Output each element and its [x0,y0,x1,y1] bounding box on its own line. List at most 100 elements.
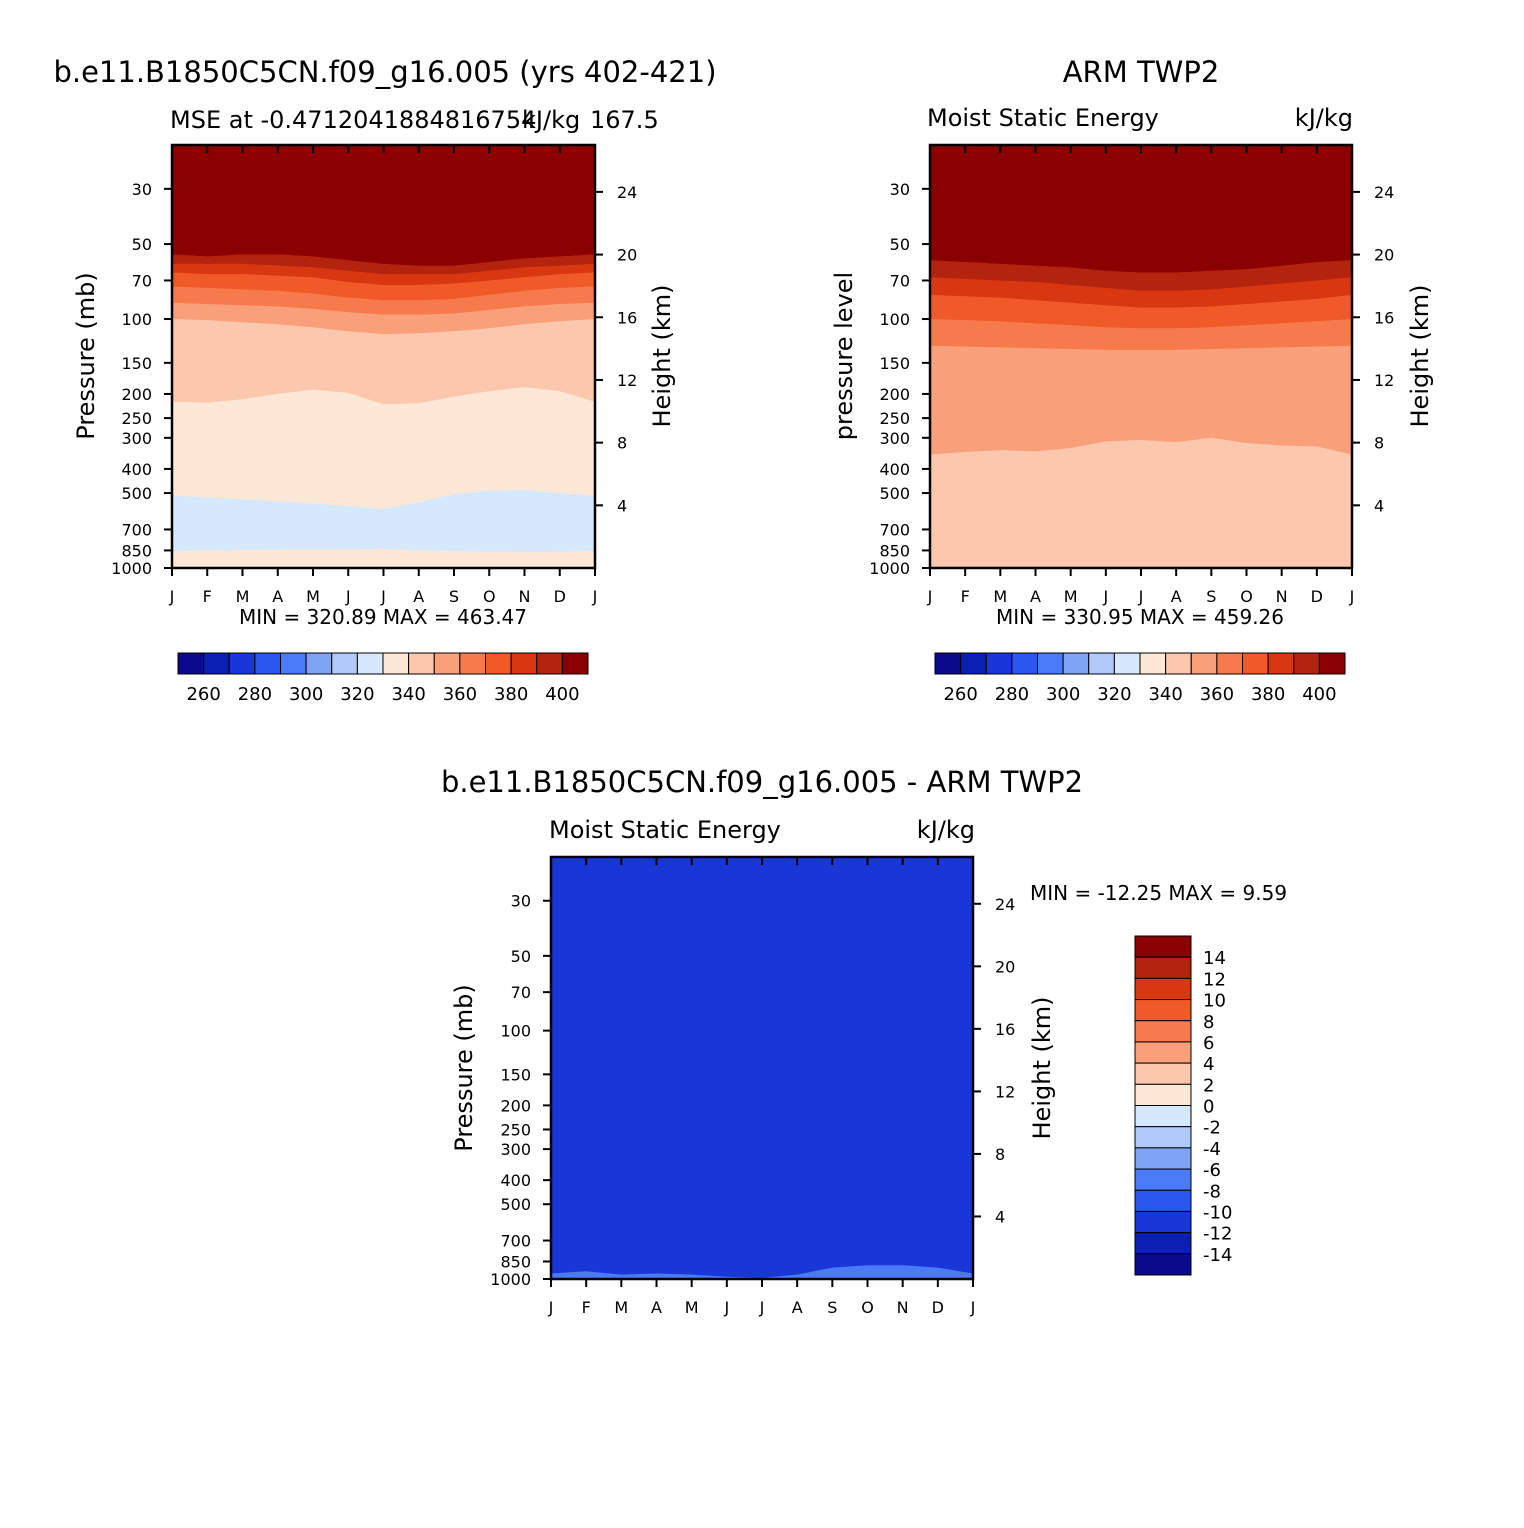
y2-tick-label: 8 [617,434,627,453]
panel-obs-minmax: MIN = 330.95 MAX = 459.26 [996,605,1284,629]
colorbar-swatch [177,652,205,675]
x-tick-label: A [272,587,283,606]
colorbar-swatch [1134,1020,1192,1043]
colorbar-swatch [228,652,256,675]
colorbar-label: -8 [1203,1181,1221,1202]
x-tick-label: J [970,1298,976,1317]
x-tick-label: J [592,587,598,606]
colorbar-label: 340 [1148,684,1182,705]
colorbar-swatch [960,652,987,675]
y-tick-label: 200 [121,385,152,404]
colorbar-label: 280 [238,684,272,705]
colorbar-label: 260 [186,684,220,705]
x-tick-label: J [1138,587,1144,606]
y-tick-label: 850 [121,541,152,560]
contour-band-12 [551,857,973,1278]
x-tick-label: A [1030,587,1041,606]
y2-tick-label: 12 [617,371,637,390]
x-tick-label: S [449,587,459,606]
y2-tick-label: 16 [1374,308,1394,327]
y2-tick-label: 12 [1374,371,1394,390]
colorbar-label: 14 [1203,948,1226,969]
y-tick-label: 1000 [111,559,152,578]
y2-tick-label: 8 [995,1145,1005,1164]
colorbar-label: 300 [1046,684,1080,705]
colorbar-swatch [1134,1126,1192,1149]
colorbar-swatch [1134,935,1192,958]
x-tick-label: M [993,587,1007,606]
colorbar-swatch [510,652,538,675]
x-tick-label: A [413,587,424,606]
colorbar-swatch [459,652,486,675]
panel-model-extra-string: 167.5 [590,106,659,134]
y-tick-label: 250 [879,409,910,428]
colorbar-swatch [1139,652,1167,675]
y2-tick-label: 24 [617,183,637,202]
colorbar-swatch [1134,1147,1192,1170]
colorbar-label: 8 [1203,1012,1214,1033]
colorbar-swatch [203,652,230,675]
colorbar-0: 260 280 300 320 340 360 380 400 [177,652,589,705]
panel-diff-left-string: Moist Static Energy [549,816,781,844]
colorbar-swatch [1134,1253,1192,1276]
colorbar-swatch [382,652,410,675]
colorbar-swatch [1267,652,1295,675]
x-tick-label: O [1240,587,1253,606]
panel-obs-right-string: kJ/kg [1295,104,1353,132]
colorbar-swatch [1088,652,1115,675]
y-tick-label: 30 [511,892,531,911]
x-tick-label: A [1171,587,1182,606]
colorbar-1: 260 280 300 320 340 360 380 400 [934,652,1346,705]
y2-tick-label: 24 [995,895,1015,914]
y-tick-label: 700 [500,1232,531,1251]
colorbar-label: 280 [995,684,1029,705]
colorbar-swatch [1062,652,1090,675]
colorbar-label: 380 [1251,684,1285,705]
x-tick-label: J [927,587,933,606]
x-tick-label: N [519,587,531,606]
colorbar-swatch [1134,1168,1192,1191]
colorbar-label: 0 [1203,1097,1214,1118]
colorbar-swatch [1134,999,1192,1022]
colorbar-swatch [1216,652,1243,675]
y2-tick-label: 8 [1374,434,1384,453]
colorbar-label: -2 [1203,1118,1221,1139]
colorbar-label: -4 [1203,1139,1221,1160]
y-tick-label: 100 [500,1022,531,1041]
colorbar-swatch [1134,1041,1192,1064]
y2-tick-label: 20 [995,957,1015,976]
colorbar-label: 380 [494,684,528,705]
y-tick-label: 850 [500,1252,531,1271]
y-tick-label: 700 [879,520,910,539]
colorbar-swatch [1134,1232,1192,1255]
panel-model-right-axis-label: Height (km) [648,285,676,428]
colorbar-swatch [356,652,384,675]
y-tick-label: 150 [121,354,152,373]
contour-band-top [172,145,595,266]
colorbar-label: 400 [1302,684,1336,705]
x-tick-label: S [1206,587,1216,606]
colorbar-label: 400 [545,684,579,705]
y2-tick-label: 4 [1374,496,1384,515]
y-tick-label: 500 [121,484,152,503]
x-tick-label: M [614,1298,628,1317]
x-tick-label: J [759,1298,765,1317]
y-tick-label: 50 [890,235,910,254]
colorbar-swatch [408,652,435,675]
colorbar-swatch [1134,1083,1192,1106]
panel-model-right-string: kJ/kg [522,106,580,134]
colorbar-label: 4 [1203,1054,1214,1075]
x-tick-label: M [1064,587,1078,606]
x-tick-label: D [1311,587,1323,606]
y-tick-label: 200 [879,385,910,404]
x-tick-label: F [203,587,212,606]
x-tick-label: F [961,587,970,606]
colorbar-swatch [1318,652,1346,675]
y-tick-label: 700 [121,520,152,539]
colorbar-swatch [1134,956,1192,979]
